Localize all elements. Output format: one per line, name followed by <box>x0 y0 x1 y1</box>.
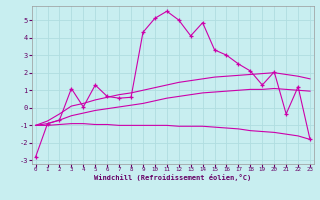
X-axis label: Windchill (Refroidissement éolien,°C): Windchill (Refroidissement éolien,°C) <box>94 174 252 181</box>
